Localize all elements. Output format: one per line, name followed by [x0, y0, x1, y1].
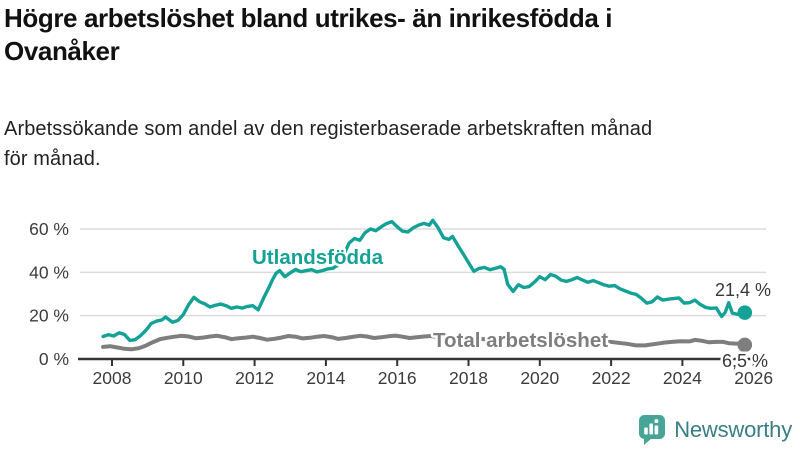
- page-title: Högre arbetslöshet bland utrikes- än inr…: [4, 2, 784, 68]
- y-tick-label: 40 %: [29, 262, 69, 282]
- x-tick-label: 2014: [306, 368, 345, 388]
- x-tick-label: 2020: [520, 368, 559, 388]
- x-tick-label: 2010: [164, 368, 203, 388]
- brand-wordmark: Newsworthy: [674, 416, 792, 442]
- y-tick-label: 20 %: [29, 306, 69, 326]
- series-line-total: [101, 333, 747, 352]
- chart-subtitle: Arbetssökande som andel av den registerb…: [4, 114, 792, 174]
- x-tick-label: 2012: [235, 368, 274, 388]
- chart-subtitle-line-2: för månad.: [4, 148, 101, 170]
- chart-subtitle-line-1: Arbetssökande som andel av den registerb…: [4, 118, 653, 140]
- x-tick-label: 2022: [592, 368, 631, 388]
- x-tick-label: 2008: [93, 368, 132, 388]
- x-tick-label: 2016: [378, 368, 417, 388]
- page-title-line-1: Högre arbetslöshet bland utrikes- än inr…: [4, 3, 613, 33]
- series-end-value-label: 6,5 %: [722, 351, 768, 371]
- series-end-dot: [737, 337, 753, 353]
- y-tick-label: 0 %: [39, 349, 69, 369]
- y-tick-label: 60 %: [29, 219, 69, 239]
- x-tick-label: 2024: [663, 368, 702, 388]
- newsworthy-logo-icon: [639, 415, 666, 445]
- series-end-dot: [737, 305, 753, 320]
- series-line-utlandsfodda: [101, 218, 747, 343]
- series-end-value-label: 21,4 %: [715, 280, 771, 300]
- page-title-line-2: Ovanåker: [4, 36, 120, 66]
- series-label-utlandsfodda: Utlandsfödda: [252, 246, 384, 269]
- x-tick-label: 2026: [734, 368, 773, 388]
- series-label-total: Total arbetslöshet: [433, 329, 608, 352]
- x-tick-label: 2018: [449, 368, 488, 388]
- brand-footer: Newsworthy: [637, 413, 792, 446]
